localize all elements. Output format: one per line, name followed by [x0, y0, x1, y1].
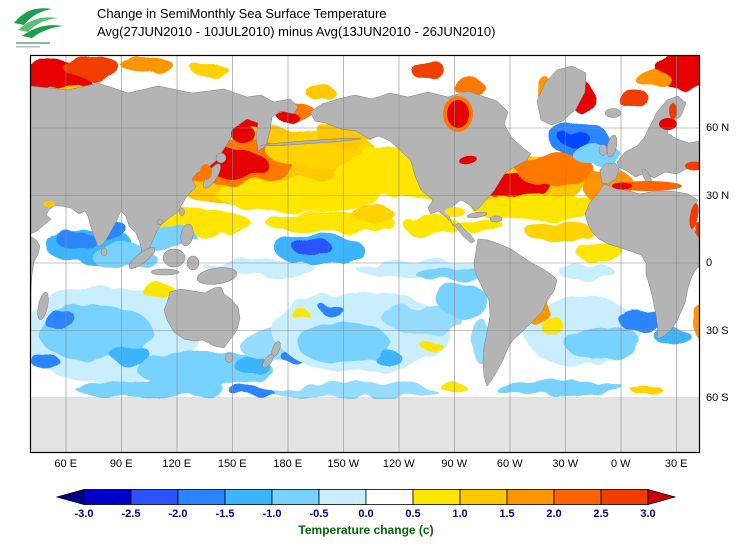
colorbar-tick-label: 3.0 — [640, 508, 656, 520]
colorbar-gradient — [55, 488, 677, 506]
colorbar-tick-label: 1.5 — [499, 508, 515, 520]
chart-title: Change in SemiMonthly Sea Surface Temper… — [97, 6, 387, 21]
map-frame — [29, 54, 701, 454]
colorbar-tick-label: 2.5 — [593, 508, 609, 520]
lon-tick-label: 0 W — [610, 458, 631, 470]
colorbar-tick-label: 0.0 — [358, 508, 374, 520]
lat-tick-label: 0 — [706, 257, 713, 269]
inland-sea-anomalies — [43, 96, 700, 229]
lat-tick-label: 60 N — [706, 122, 730, 134]
lon-tick-label: 60 E — [54, 458, 78, 470]
lon-tick-label: 90 E — [109, 458, 133, 470]
antarctic-no-data — [30, 399, 700, 453]
lon-tick-label: 30 E — [664, 458, 688, 470]
agency-logo-graphic — [14, 8, 63, 48]
lon-tick-label: 60 W — [496, 458, 523, 470]
continents — [30, 65, 700, 387]
lon-tick-label: 120 E — [162, 458, 192, 470]
lon-tick-label: 30 W — [552, 458, 579, 470]
colorbar-tick-label: 2.0 — [546, 508, 562, 520]
longitude-axis: 60 E 90 E 120 E 150 E 180 E 150 W 120 W 90 W 60 … — [38, 458, 704, 470]
lon-tick-label: 180 E — [273, 458, 303, 470]
latitude-axis: 60 N 30 N 0 30 S 60 S — [706, 121, 729, 405]
lat-tick-label: 30 N — [706, 189, 730, 202]
lon-tick-label: 120 W — [382, 458, 415, 470]
colorbar-tick-label: -1.5 — [215, 508, 235, 520]
colorbar: -3.0 -2.5 -2.0 -1.5 -1.0 -0.5 0.0 0.5 1.0 1.5 2.0 2… — [55, 488, 677, 537]
colorbar-tick-label: -2.0 — [168, 508, 188, 520]
colorbar-title: Temperature change (c) — [298, 523, 434, 537]
colorbar-tick-label: -2.5 — [121, 508, 141, 520]
colorbar-tick-label: 0.5 — [405, 508, 421, 520]
agency-logo — [8, 3, 80, 49]
colorbar-tick-label: -0.5 — [309, 508, 329, 520]
colorbar-ticks: -3.0 -2.5 -2.0 -1.5 -1.0 -0.5 0.0 0.5 1.0 1.5 2.0 2… — [69, 508, 663, 520]
lon-tick-label: 150 W — [327, 458, 360, 470]
lon-tick-label: 90 W — [441, 458, 468, 470]
colorbar-tick-label: 1.0 — [452, 508, 468, 520]
grid-lines — [30, 55, 700, 453]
colorbar-tick-label: -3.0 — [74, 508, 94, 520]
lon-tick-label: 150 E — [217, 458, 247, 470]
colorbar-tick-label: -1.0 — [262, 508, 282, 520]
chart-subtitle: Avg(27JUN2010 - 10JUL2010) minus Avg(13J… — [97, 24, 496, 39]
lat-tick-label: 60 S — [706, 392, 729, 404]
header: Change in SemiMonthly Sea Surface Temper… — [97, 5, 495, 41]
lat-tick-label: 30 S — [706, 324, 729, 337]
